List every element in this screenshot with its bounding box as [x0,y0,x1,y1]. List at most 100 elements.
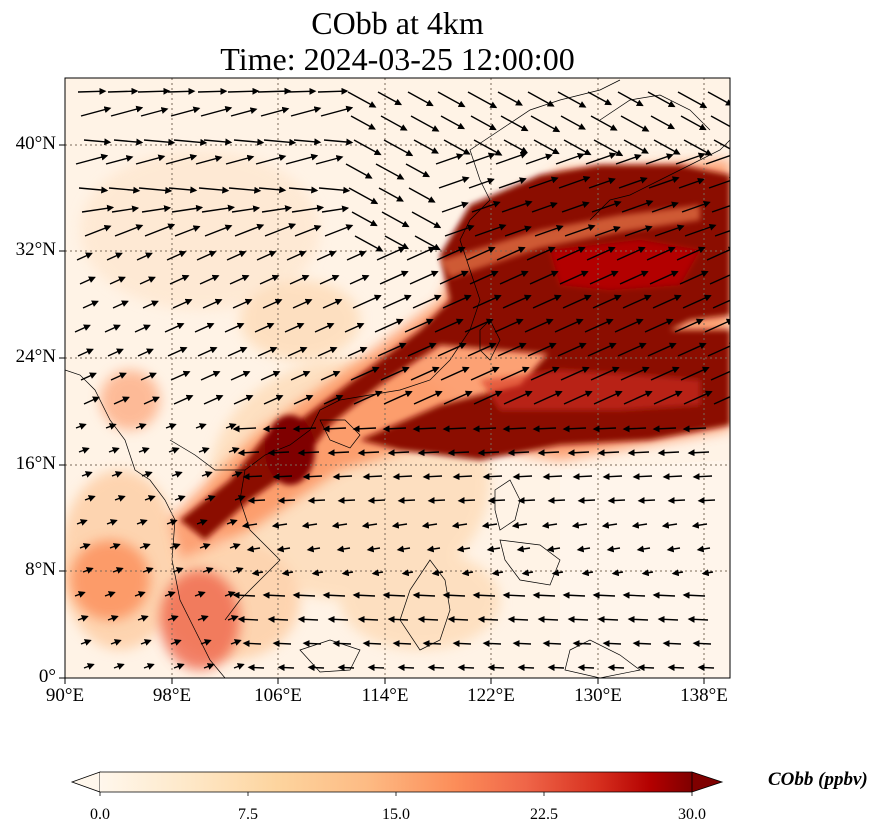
wind-vector-arrow [228,186,262,194]
wind-vector-arrow [421,521,438,529]
wind-vector-arrow [618,176,648,189]
wind-vector-arrow [374,318,404,333]
wind-vector-arrow [623,139,649,154]
wind-vector-arrow [530,115,561,133]
wind-vector-arrow [687,615,709,623]
wind-vector-arrow [241,521,258,529]
wind-vector-arrow [377,91,403,106]
wind-vector-arrow [348,187,379,205]
wind-vector-arrow [684,223,717,237]
wind-vector-arrow [434,318,464,333]
wind-vector-arrow [106,519,118,526]
wind-vector-arrow [648,176,680,189]
wind-vector-arrow [473,390,503,405]
wind-vector-arrow [344,322,365,333]
wind-vector-arrow [134,591,146,598]
wind-vector-arrow [619,270,649,285]
wind-vector-arrow [174,225,201,237]
wind-vector-arrow [113,396,130,405]
wind-vector-arrow [341,569,354,577]
wind-vector-arrow [562,425,587,433]
wind-vector-arrow [316,250,337,261]
wind-vector-arrow [442,425,467,433]
wind-vector-arrow [293,394,314,405]
wind-vector-arrow [108,447,120,454]
wind-vector-arrow [680,115,707,131]
wind-vector-arrow [652,425,677,433]
wind-vector-arrow [677,91,708,109]
wind-vector-arrow [198,186,230,194]
wind-vector-arrow [75,423,87,430]
wind-vector-arrow [292,591,316,599]
colorbar-tick-label: 15.0 [382,806,410,823]
wind-vector-arrow [503,390,533,405]
wind-vector-arrow [502,591,526,599]
wind-vector-arrow [332,473,353,481]
wind-vector-arrow [524,318,554,333]
wind-vector-arrow [477,449,500,457]
wind-vector-arrow [471,200,501,213]
wind-vector-arrow [497,91,523,106]
wind-vector-arrow [201,204,235,213]
wind-vector-arrow [708,177,730,189]
wind-vector-arrow [447,449,470,457]
wind-vector-arrow [141,205,172,213]
wind-vector-arrow [80,372,97,381]
wind-vector-arrow [647,91,676,108]
wind-vector-arrow [232,425,257,433]
wind-vector-arrow [533,390,563,405]
wind-vector-arrow [461,569,474,577]
wind-vector-arrow [144,495,156,502]
wind-vector-arrow [383,139,414,157]
wind-vector-arrow [707,342,730,357]
wind-vector-arrow [257,346,278,357]
wind-vector-arrow [657,449,680,457]
wind-vector-arrow [139,543,151,550]
wind-vector-arrow [105,155,134,165]
wind-vector-arrow [263,138,297,146]
wind-vector-arrow [713,139,730,150]
wind-vector-arrow [197,346,218,357]
wind-vector-arrow [587,91,613,106]
wind-vector-arrow [195,423,207,430]
wind-vector-arrow [79,543,91,550]
wind-vector-arrow [258,186,287,194]
wind-vector-arrow [144,223,176,237]
wind-vector-arrow [307,664,325,672]
wind-vector-arrow [532,425,557,433]
wind-vector-arrow [440,366,470,381]
wind-vector-arrow [320,105,354,117]
wind-vector-arrow [427,664,445,672]
wind-vector-arrow [262,298,283,309]
wind-vector-arrow [357,449,380,457]
wind-vector-arrow [440,115,466,130]
wind-vector-arrow [137,615,149,622]
wind-vector-arrow [380,115,408,131]
wind-vector-arrow [291,204,325,213]
wind-vector-arrow [577,664,595,672]
wind-vector-arrow [683,139,713,156]
wind-vector-arrow [622,425,647,433]
wind-vector-arrow [637,664,655,672]
wind-vector-arrow [601,521,618,529]
wind-vector-arrow [281,569,294,577]
wind-vector-arrow [353,390,383,405]
wind-vector-arrow [602,473,623,481]
wind-vector-arrow [228,447,240,454]
wind-vector-arrow [294,224,322,237]
wind-vector-arrow [195,155,223,165]
wind-vector-arrow [439,270,469,285]
wind-vector-arrow [107,348,124,357]
colorbar-tick-label: 7.5 [238,806,258,823]
wind-vector-arrow [577,497,596,505]
wind-vector-arrow [606,545,621,553]
wind-vector-arrow [229,543,241,550]
wind-vector-arrow [196,519,208,526]
wind-vector-arrow [346,250,367,261]
wind-vector-arrow [293,138,322,146]
wind-vector-arrow [649,270,679,285]
wind-vector-arrow [194,591,206,598]
wind-vector-arrow [467,91,498,109]
wind-vector-arrow [196,250,217,261]
wind-vector-arrow [607,497,626,505]
